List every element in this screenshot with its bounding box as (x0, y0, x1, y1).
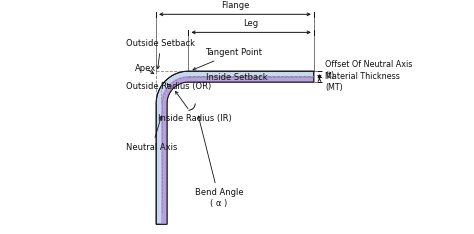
Text: Material Thickness
(MT): Material Thickness (MT) (325, 72, 400, 92)
Text: Inside Radius (IR): Inside Radius (IR) (158, 91, 232, 123)
Polygon shape (161, 76, 314, 224)
Text: Outside Setback: Outside Setback (127, 39, 195, 69)
Text: Offset Of Neutral Axis
(t): Offset Of Neutral Axis (t) (325, 60, 412, 80)
Text: Flange: Flange (221, 1, 249, 10)
Text: Inside Setback: Inside Setback (206, 73, 268, 82)
Text: Apex: Apex (136, 64, 156, 74)
Text: Tangent Point: Tangent Point (193, 48, 263, 70)
Text: Outside Radius (OR): Outside Radius (OR) (127, 82, 211, 91)
Text: Bend Angle
( α ): Bend Angle ( α ) (195, 116, 243, 208)
Polygon shape (156, 71, 314, 224)
Text: Leg: Leg (244, 19, 259, 28)
Text: Neutral Axis: Neutral Axis (127, 116, 178, 152)
